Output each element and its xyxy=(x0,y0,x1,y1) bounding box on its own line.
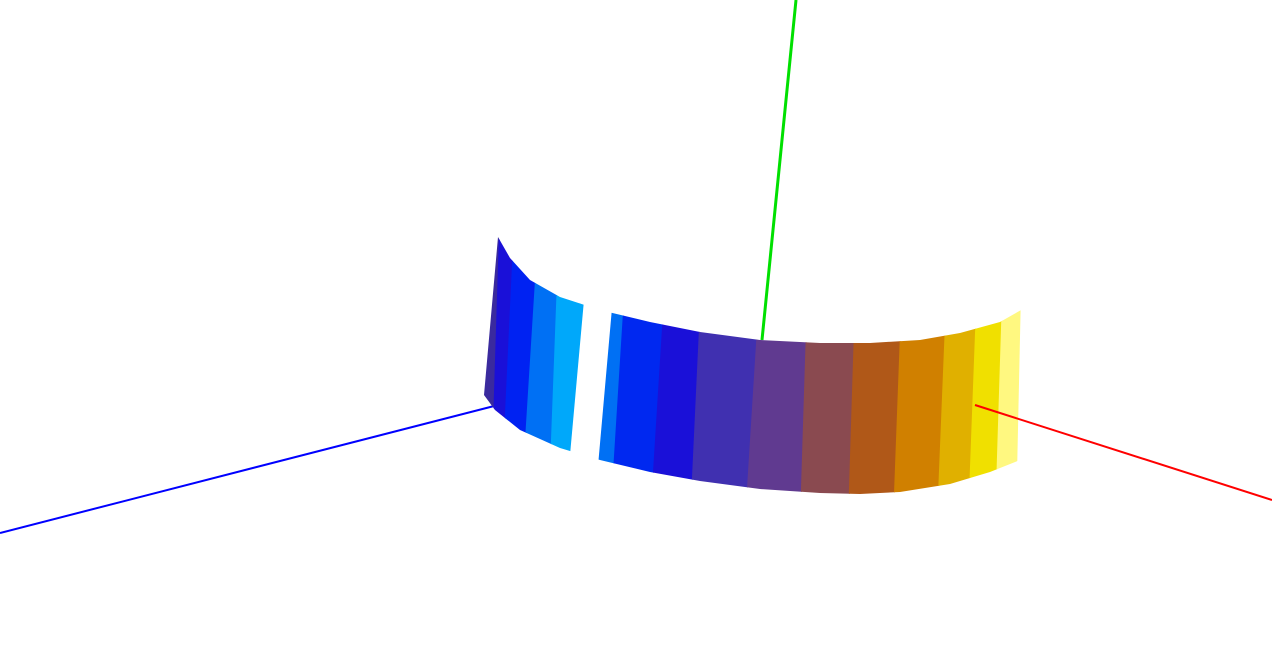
colored-cylinder-surface xyxy=(484,237,1023,494)
surface-gap xyxy=(570,300,612,466)
x-axis-line xyxy=(974,404,1272,501)
y-axis-line xyxy=(760,0,798,341)
